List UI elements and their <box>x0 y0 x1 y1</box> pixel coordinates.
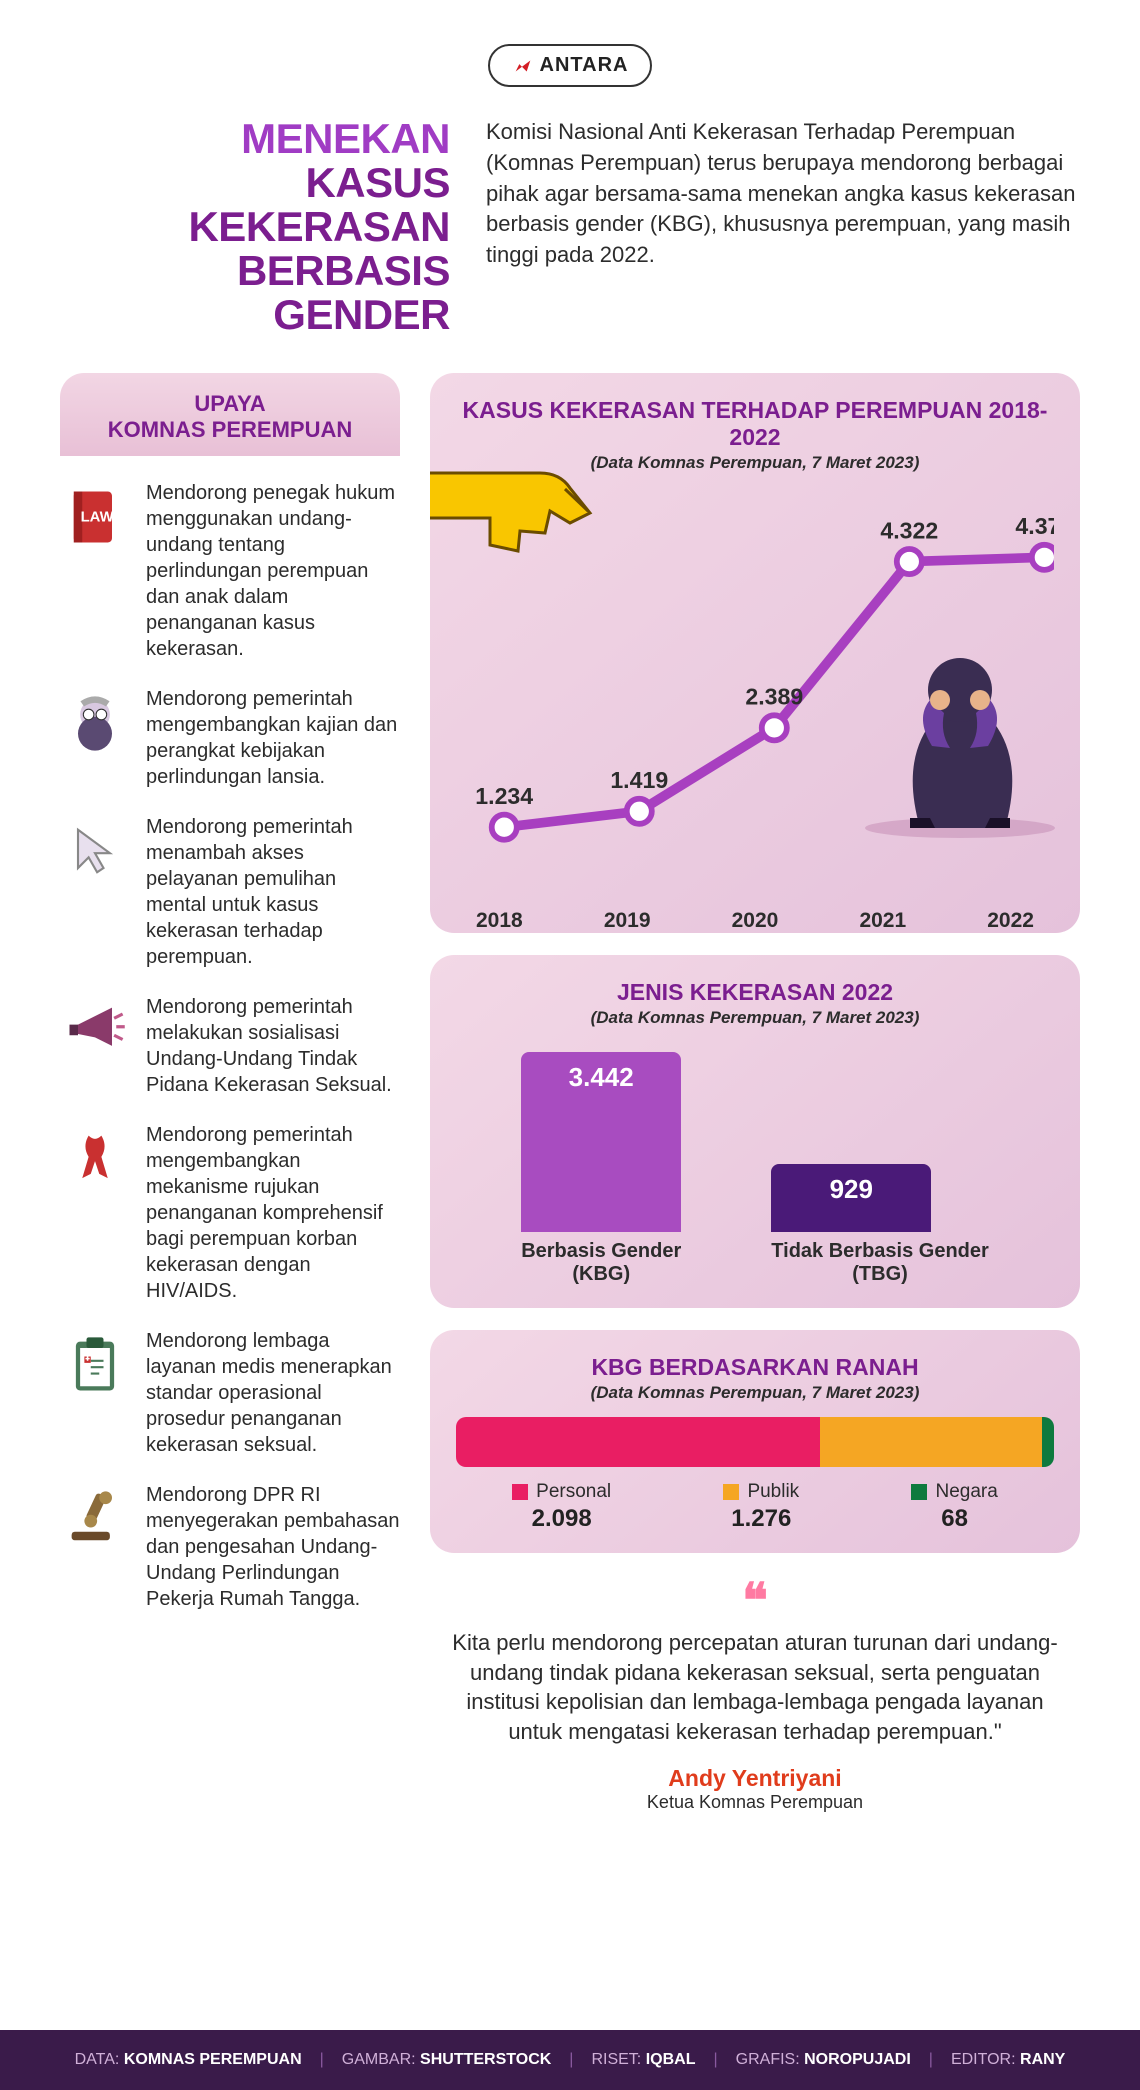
bar-label: Berbasis Gender(KBG) <box>521 1240 681 1286</box>
footer-sep: | <box>320 2051 324 2069</box>
footer-sep: | <box>569 2051 573 2069</box>
effort-text: Mendorong DPR RI menyegerakan pembahasan… <box>146 1480 400 1612</box>
svg-text:LAW: LAW <box>81 509 115 525</box>
legend-swatch <box>512 1484 528 1500</box>
bar: 929 <box>771 1164 931 1232</box>
megaphone-icon <box>60 992 130 1070</box>
bar-label: Tidak Berbasis Gender(TBG) <box>771 1240 989 1286</box>
legend-label: Negara <box>935 1481 997 1503</box>
effort-item: Mendorong pemerintah menambah akses pela… <box>60 812 400 970</box>
pointing-hand-icon <box>430 433 620 588</box>
bar-group: 3.442 Berbasis Gender(KBG) <box>521 1052 681 1286</box>
content: ANTARA MENEKAN KASUS KEKERASAN BERBASIS … <box>0 0 1140 2030</box>
main-title: MENEKAN KASUS KEKERASAN BERBASIS GENDER <box>60 117 450 337</box>
legend-item: Negara 68 <box>911 1481 997 1533</box>
antara-logo-icon <box>512 55 534 77</box>
stacked-bar <box>456 1417 1054 1467</box>
effort-text: Mendorong pemerintah menambah akses pela… <box>146 812 400 970</box>
logo-row: ANTARA <box>60 44 1080 87</box>
bar-chart-panel: JENIS KEKERASAN 2022 (Data Komnas Peremp… <box>430 955 1080 1308</box>
year-label: 2020 <box>732 909 779 933</box>
quote-name: Andy Yentriyani <box>450 1765 1060 1792</box>
main-grid: UPAYA KOMNAS PEREMPUAN LAW Mendorong pen… <box>60 373 1080 1812</box>
infographic-page: ANTARA MENEKAN KASUS KEKERASAN BERBASIS … <box>0 0 1140 2090</box>
effort-text: Mendorong pemerintah mengembangkan kajia… <box>146 684 400 790</box>
year-axis: 2018 2019 2020 2021 2022 <box>456 909 1054 933</box>
antara-logo: ANTARA <box>488 44 653 87</box>
legend-item: Personal 2.098 <box>512 1481 611 1533</box>
svg-text:4.322: 4.322 <box>880 518 938 544</box>
year-label: 2018 <box>476 909 523 933</box>
bar-group: 929 Tidak Berbasis Gender(TBG) <box>771 1164 989 1286</box>
effort-text: Mendorong pemerintah melakukan sosialisa… <box>146 992 400 1098</box>
elderly-icon <box>60 684 130 762</box>
effort-item: LAW Mendorong penegak hukum menggunakan … <box>60 478 400 662</box>
effort-text: Mendorong penegak hukum menggunakan unda… <box>146 478 400 662</box>
intro-text: Komisi Nasional Anti Kekerasan Terhadap … <box>486 117 1080 271</box>
effort-text: Mendorong pemerintah mengembangkan mekan… <box>146 1120 400 1304</box>
stacked-legend: Personal 2.098 Publik 1.276 Negara 68 <box>456 1481 1054 1533</box>
effort-item: Mendorong pemerintah mengembangkan kajia… <box>60 684 400 790</box>
svg-text:2.389: 2.389 <box>745 684 803 710</box>
bar-chart: 3.442 Berbasis Gender(KBG) 929 Tidak Berb… <box>456 1046 1054 1286</box>
legend-value: 68 <box>911 1505 997 1533</box>
effort-item: Mendorong lembaga layanan medis menerapk… <box>60 1326 400 1458</box>
legend-value: 2.098 <box>512 1505 611 1533</box>
sitting-person-icon <box>860 628 1060 843</box>
quote-mark-icon: ❝ <box>450 1583 1060 1621</box>
right-column: KASUS KEKERASAN TERHADAP PEREMPUAN 2018-… <box>430 373 1080 1812</box>
footer-item: DATA: KOMNAS PEREMPUAN <box>75 2051 302 2069</box>
legend-swatch <box>723 1484 739 1500</box>
year-label: 2019 <box>604 909 651 933</box>
quote-text: Kita perlu mendorong percepatan aturan t… <box>450 1628 1060 1747</box>
year-label: 2022 <box>987 909 1034 933</box>
legend-label: Personal <box>536 1481 611 1503</box>
efforts-list: LAW Mendorong penegak hukum menggunakan … <box>60 478 400 1612</box>
footer-item: RISET: IQBAL <box>591 2051 695 2069</box>
gavel-icon <box>60 1480 130 1558</box>
legend-swatch <box>911 1484 927 1500</box>
footer-credits: DATA: KOMNAS PEREMPUAN | GAMBAR: SHUTTERST… <box>0 2030 1140 2090</box>
svg-text:4.371: 4.371 <box>1015 514 1054 540</box>
law-book-icon: LAW <box>60 478 130 556</box>
effort-item: Mendorong pemerintah mengembangkan mekan… <box>60 1120 400 1304</box>
legend-label: Publik <box>747 1481 799 1503</box>
year-label: 2021 <box>859 909 906 933</box>
stacked-chart-title: KBG BERDASARKAN RANAH <box>456 1354 1054 1381</box>
effort-text: Mendorong lembaga layanan medis menerapk… <box>146 1326 400 1458</box>
effort-item: Mendorong pemerintah melakukan sosialisa… <box>60 992 400 1098</box>
footer-item: GAMBAR: SHUTTERSTOCK <box>342 2051 552 2069</box>
clipboard-icon <box>60 1326 130 1404</box>
footer-item: GRAFIS: NOROPUJADI <box>736 2051 911 2069</box>
ribbon-icon <box>60 1120 130 1198</box>
svg-text:1.419: 1.419 <box>610 768 668 794</box>
footer-sep: | <box>929 2051 933 2069</box>
stack-segment <box>820 1417 1042 1467</box>
header-block: MENEKAN KASUS KEKERASAN BERBASIS GENDER … <box>60 117 1080 337</box>
cursor-icon <box>60 812 130 890</box>
stack-segment <box>1042 1417 1054 1467</box>
quote-role: Ketua Komnas Perempuan <box>450 1792 1060 1813</box>
legend-item: Publik 1.276 <box>723 1481 799 1533</box>
quote-block: ❝ Kita perlu mendorong percepatan aturan… <box>430 1575 1080 1812</box>
stacked-chart-panel: KBG BERDASARKAN RANAH (Data Komnas Perem… <box>430 1330 1080 1553</box>
effort-item: Mendorong DPR RI menyegerakan pembahasan… <box>60 1480 400 1612</box>
efforts-header: UPAYA KOMNAS PEREMPUAN <box>60 373 400 456</box>
stack-segment <box>456 1417 820 1467</box>
bar-chart-subtitle: (Data Komnas Perempuan, 7 Maret 2023) <box>456 1008 1054 1028</box>
svg-text:1.234: 1.234 <box>475 784 533 810</box>
stacked-chart-subtitle: (Data Komnas Perempuan, 7 Maret 2023) <box>456 1383 1054 1403</box>
bar: 3.442 <box>521 1052 681 1232</box>
footer-item: EDITOR: RANY <box>951 2051 1065 2069</box>
logo-text: ANTARA <box>540 54 629 77</box>
footer-sep: | <box>713 2051 717 2069</box>
line-chart-panel: KASUS KEKERASAN TERHADAP PEREMPUAN 2018-… <box>430 373 1080 933</box>
bar-chart-title: JENIS KEKERASAN 2022 <box>456 979 1054 1006</box>
efforts-column: UPAYA KOMNAS PEREMPUAN LAW Mendorong pen… <box>60 373 400 1812</box>
legend-value: 1.276 <box>723 1505 799 1533</box>
